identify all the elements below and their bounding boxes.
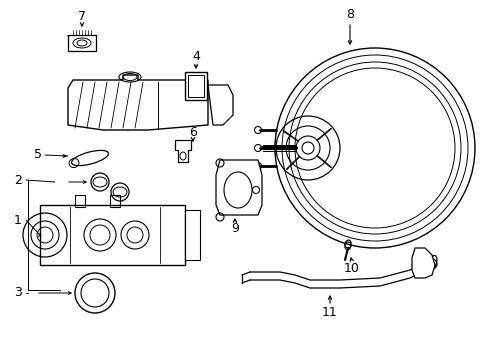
Text: 1: 1 [14,213,22,226]
Ellipse shape [427,256,436,273]
Bar [184,210,200,260]
Polygon shape [411,248,434,278]
Polygon shape [68,75,207,130]
Text: 2: 2 [14,174,22,186]
Bar [75,195,85,207]
Bar [187,75,203,97]
Text: 5: 5 [34,148,42,162]
Text: 7: 7 [78,9,86,22]
Bar [68,35,96,51]
Circle shape [91,173,109,191]
Polygon shape [175,140,191,162]
Text: 11: 11 [322,306,337,319]
Text: 8: 8 [346,8,353,21]
Bar [110,195,120,207]
Text: 9: 9 [231,221,239,234]
Circle shape [111,183,129,201]
Polygon shape [207,85,232,125]
Text: 10: 10 [344,261,359,274]
Text: 3: 3 [14,287,22,300]
Bar [40,205,184,265]
Polygon shape [216,160,262,215]
Text: 4: 4 [192,49,200,63]
Bar [184,72,206,100]
Text: 6: 6 [189,126,197,139]
